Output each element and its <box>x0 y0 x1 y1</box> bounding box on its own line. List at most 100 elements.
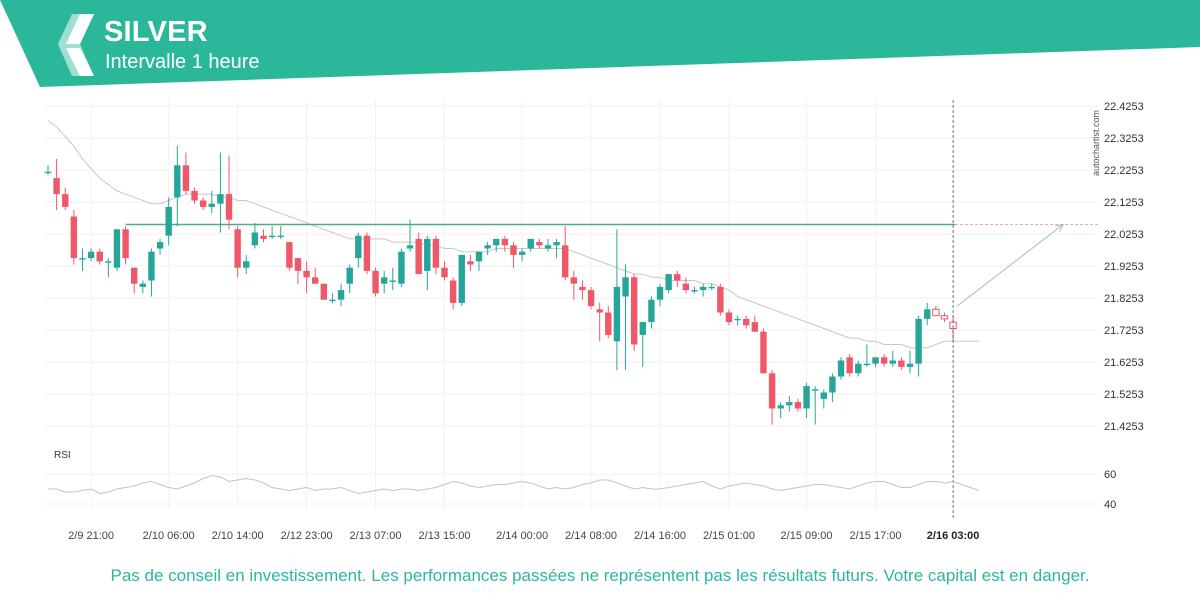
candle-body <box>570 277 578 284</box>
time-tick-label: 2/15 01:00 <box>703 530 755 542</box>
candle-body <box>656 286 664 300</box>
candle <box>467 254 474 271</box>
candle <box>872 357 879 367</box>
candle <box>837 357 845 380</box>
candle-body <box>320 283 328 300</box>
candle <box>518 248 526 262</box>
candle <box>803 382 810 419</box>
candle <box>87 248 95 262</box>
candle <box>924 302 931 326</box>
header-background <box>0 0 1200 87</box>
candle-body <box>208 203 215 207</box>
candle-body <box>156 242 164 249</box>
candle <box>536 238 543 249</box>
candle-body <box>889 360 896 364</box>
price-tick-label: 21.9253 <box>1104 261 1144 273</box>
candle <box>674 270 681 287</box>
candle <box>880 354 888 367</box>
candle-body <box>139 283 147 287</box>
candle <box>562 226 569 281</box>
candle-body <box>286 242 293 268</box>
candle <box>380 270 388 294</box>
candle-body <box>605 312 612 335</box>
candle-body <box>622 277 629 297</box>
candle <box>820 389 827 409</box>
candle <box>199 197 207 211</box>
projection-arrowhead <box>1055 223 1065 232</box>
candle <box>932 306 940 317</box>
candle-body <box>372 270 379 294</box>
candle <box>389 267 396 291</box>
candle-body <box>432 238 440 268</box>
candle <box>743 315 750 329</box>
candle <box>751 315 759 332</box>
candle-body <box>768 373 776 409</box>
candle-body <box>501 238 509 246</box>
candle-body <box>243 261 250 268</box>
candle-body <box>441 267 448 278</box>
candle <box>544 238 552 252</box>
candle-body <box>562 245 569 278</box>
candle <box>268 226 276 239</box>
projection-layer <box>952 100 1065 520</box>
candle <box>630 274 638 351</box>
candle <box>122 226 129 265</box>
candle-body <box>553 242 560 246</box>
candle <box>794 398 802 412</box>
candle <box>234 226 241 278</box>
candle <box>777 402 784 419</box>
candle <box>346 264 353 294</box>
candle-body <box>484 245 491 249</box>
candle-body <box>665 274 672 291</box>
candle <box>734 315 741 326</box>
candle-body <box>303 270 310 278</box>
candle-body <box>148 251 155 281</box>
candle-body <box>906 363 914 367</box>
candle-body <box>389 280 396 282</box>
candle <box>174 146 181 227</box>
candle-body <box>751 322 759 332</box>
rsi-panel: RSI <box>48 450 980 495</box>
candle <box>243 254 250 275</box>
candle <box>458 254 465 307</box>
candle-body <box>294 258 302 271</box>
candle <box>622 264 629 371</box>
candle-body <box>467 261 474 265</box>
candle-body <box>777 405 784 409</box>
candle <box>415 232 422 275</box>
candle <box>432 235 440 275</box>
candle <box>501 235 509 252</box>
candle-body <box>674 274 681 281</box>
brand-logo-icon <box>58 14 94 76</box>
candle-body <box>579 286 586 291</box>
candle-body <box>734 318 741 321</box>
candle-body <box>415 238 422 275</box>
candle-body <box>44 171 52 174</box>
candle <box>441 261 448 281</box>
candle-body <box>596 309 603 313</box>
candle <box>398 248 405 287</box>
candle <box>312 267 319 284</box>
candle-body <box>587 290 595 307</box>
candle-body <box>70 216 78 259</box>
candle <box>863 344 871 367</box>
candle-body <box>346 267 353 284</box>
candle-body <box>924 309 931 319</box>
candle <box>182 152 190 195</box>
candle-body <box>475 251 483 262</box>
candle-body <box>62 194 69 207</box>
candle-body <box>355 235 362 259</box>
candle <box>53 158 60 211</box>
candle-body <box>639 322 646 335</box>
instrument-title: SILVER <box>104 16 208 48</box>
candle <box>329 293 336 303</box>
price-tick-label: 22.1253 <box>1104 197 1144 209</box>
candle <box>579 280 586 300</box>
candle <box>596 302 603 342</box>
candle <box>570 270 578 300</box>
candle-body <box>234 229 241 268</box>
time-tick-label: 2/14 08:00 <box>565 530 617 542</box>
candle-body <box>363 235 371 271</box>
candle-body <box>191 190 198 201</box>
time-tick-label: 2/15 09:00 <box>781 530 833 542</box>
